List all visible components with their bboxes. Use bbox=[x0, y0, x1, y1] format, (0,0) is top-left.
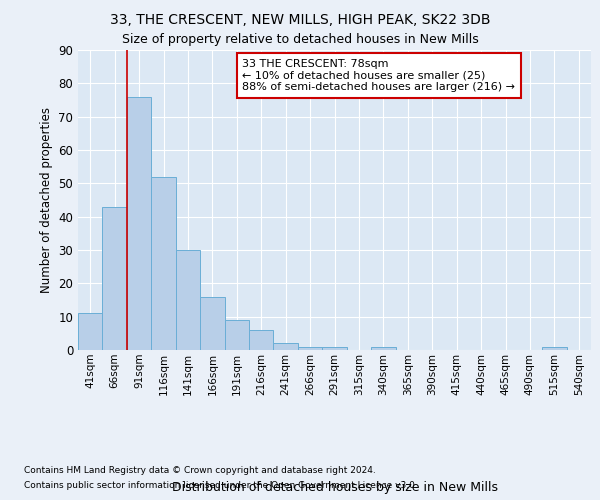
Bar bbox=[224, 320, 249, 350]
Text: Contains public sector information licensed under the Open Government Licence v3: Contains public sector information licen… bbox=[24, 481, 418, 490]
Text: 33, THE CRESCENT, NEW MILLS, HIGH PEAK, SK22 3DB: 33, THE CRESCENT, NEW MILLS, HIGH PEAK, … bbox=[110, 12, 490, 26]
Bar bbox=[103, 206, 127, 350]
Text: 33 THE CRESCENT: 78sqm
← 10% of detached houses are smaller (25)
88% of semi-det: 33 THE CRESCENT: 78sqm ← 10% of detached… bbox=[242, 59, 515, 92]
Bar bbox=[200, 296, 224, 350]
Bar bbox=[371, 346, 395, 350]
Bar bbox=[322, 346, 347, 350]
X-axis label: Distribution of detached houses by size in New Mills: Distribution of detached houses by size … bbox=[172, 481, 497, 494]
Bar bbox=[151, 176, 176, 350]
Bar bbox=[127, 96, 151, 350]
Text: Contains HM Land Registry data © Crown copyright and database right 2024.: Contains HM Land Registry data © Crown c… bbox=[24, 466, 376, 475]
Bar bbox=[542, 346, 566, 350]
Text: Size of property relative to detached houses in New Mills: Size of property relative to detached ho… bbox=[122, 32, 478, 46]
Bar bbox=[176, 250, 200, 350]
Bar bbox=[249, 330, 274, 350]
Y-axis label: Number of detached properties: Number of detached properties bbox=[40, 107, 53, 293]
Bar bbox=[274, 344, 298, 350]
Bar bbox=[78, 314, 103, 350]
Bar bbox=[298, 346, 322, 350]
